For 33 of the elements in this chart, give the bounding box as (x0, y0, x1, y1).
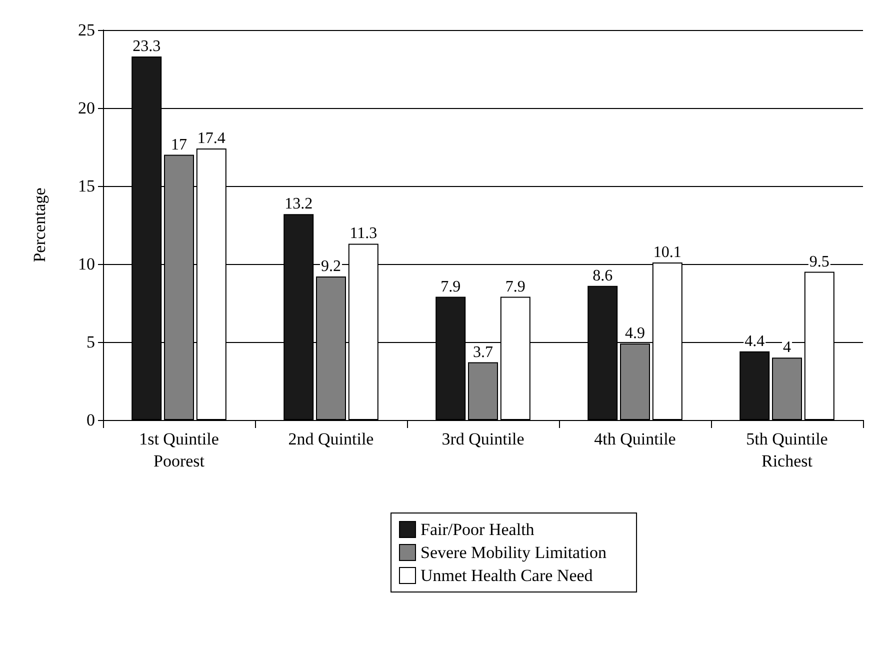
data-label: 17.4 (197, 130, 226, 148)
data-label: 9.2 (321, 258, 341, 275)
x-tick-label: 1st Quintile Poorest (139, 430, 219, 470)
y-tick-label: 0 (86, 410, 95, 430)
data-label: 4 (783, 339, 791, 356)
y-axis-title: Percentage (30, 188, 49, 262)
y-tick-label: 20 (78, 98, 95, 118)
x-tick-label: 4th Quintile (594, 430, 676, 448)
bar (468, 362, 498, 420)
legend-label: Unmet Health Care Need (420, 566, 594, 585)
data-label: 8.6 (592, 267, 613, 284)
legend-label: Fair/Poor Health (420, 520, 535, 539)
data-label: 7.9 (505, 278, 526, 296)
data-label: 10.1 (653, 244, 682, 261)
data-label: 4.4 (744, 332, 765, 350)
data-label: 7.9 (440, 278, 461, 296)
x-tick-label: 3rd Quintile (442, 430, 524, 448)
bar (772, 358, 802, 420)
data-label: 13.2 (284, 196, 313, 213)
x-tick-label: 2nd Quintile (288, 430, 374, 448)
data-label: 3.7 (473, 344, 493, 361)
y-tick-label: 25 (78, 20, 95, 40)
y-tick-label: 15 (78, 176, 95, 196)
legend-label: Severe Mobility Limitation (420, 543, 608, 562)
bar (740, 351, 770, 420)
data-label: 17 (171, 136, 187, 154)
data-label: 4.9 (625, 325, 645, 342)
y-tick-label: 5 (86, 332, 95, 352)
y-tick-label: 10 (78, 254, 95, 274)
data-label: 9.5 (809, 253, 830, 270)
x-tick-label: 5th Quintile Richest (746, 430, 828, 470)
data-label: 23.3 (132, 38, 161, 56)
data-label: 11.3 (350, 225, 378, 242)
